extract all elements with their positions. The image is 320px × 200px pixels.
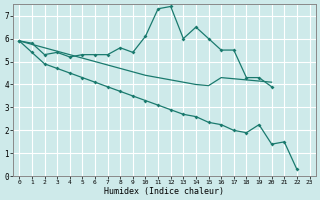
X-axis label: Humidex (Indice chaleur): Humidex (Indice chaleur): [104, 187, 224, 196]
